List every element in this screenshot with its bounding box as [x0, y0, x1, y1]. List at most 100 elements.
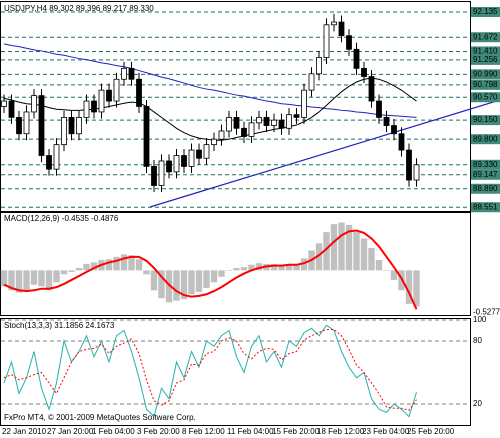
candle-body: [353, 48, 360, 69]
macd-bar: [390, 270, 398, 280]
macd-signal: [3, 229, 418, 310]
tick-label-box: [471, 159, 500, 170]
candle-body: [23, 111, 30, 135]
candle-body: [53, 144, 60, 170]
candle-body: [121, 67, 127, 80]
y-tick-label: 89.330: [473, 160, 498, 169]
candle-body: [158, 160, 165, 186]
stoch-line: [3, 328, 417, 411]
x-tick-label: 11 Feb 04:00: [227, 427, 274, 436]
macd-bar: [285, 264, 293, 271]
macd-bar: [143, 270, 150, 275]
macd-bar: [248, 264, 255, 271]
candle-body: [38, 95, 45, 156]
macd-bar: [113, 256, 120, 271]
y-tick-label: 20: [473, 399, 482, 408]
tick-label-box: [471, 6, 500, 17]
x-tick-label: 3 Feb 20:00: [137, 427, 180, 436]
macd-bar: [278, 265, 285, 271]
candle-body: [323, 24, 330, 58]
macd-bar: [188, 270, 195, 295]
tick-label-box: [471, 32, 500, 43]
candle-body: [301, 89, 307, 118]
candle-body: [188, 149, 195, 167]
y-tick-label: 89.800: [473, 134, 498, 143]
macd-bar: [383, 270, 390, 271]
macd-bar: [68, 270, 75, 272]
y-tick-label: 91.256: [473, 55, 498, 64]
candle-body: [173, 155, 180, 173]
candle-body: [136, 78, 142, 107]
macd-bar: [375, 260, 383, 271]
price-panel-frame: [0, 1, 471, 212]
y-tick-label: 91.672: [473, 32, 498, 41]
x-tick-label: 15 Feb 20:00: [272, 427, 320, 436]
macd-bar: [315, 243, 323, 271]
tick-label-box: [471, 69, 500, 80]
copyright: FxPro MT4, © 2001-2009 MetaQuotes Softwa…: [4, 413, 196, 422]
macd-bar: [180, 270, 188, 300]
candle-body: [91, 100, 97, 113]
macd-bar: [0, 270, 8, 287]
candle-body: [286, 114, 292, 129]
macd-bar: [30, 270, 38, 285]
macd-bar: [128, 255, 135, 271]
candle-body: [128, 67, 135, 80]
tick-label-box: [471, 79, 500, 90]
candle-body: [218, 130, 225, 140]
tick-label-box: [471, 92, 500, 103]
macd-bar: [75, 267, 83, 271]
candle-body: [248, 122, 255, 137]
macd-bar: [173, 270, 180, 301]
candle-body: [233, 116, 240, 129]
candle-body: [263, 116, 270, 126]
candle-body: [391, 125, 397, 135]
macd-bar: [45, 270, 53, 291]
macd-bar: [300, 258, 308, 271]
tick-label-box: [471, 134, 500, 145]
x-tick-label: 23 Feb 04:00: [362, 427, 410, 436]
candle-body: [278, 119, 285, 129]
candle-body: [181, 155, 187, 167]
candle-body: [413, 164, 420, 181]
candle-body: [308, 73, 315, 91]
y-tick-label: 90.570: [473, 92, 498, 101]
x-tick-label: 8 Feb 12:00: [182, 427, 225, 436]
macd-bar: [150, 270, 158, 291]
tick-label-box: [471, 54, 500, 65]
y-tick-label: 88.890: [473, 184, 498, 193]
macd-bar: [53, 270, 60, 283]
macd-bar: [323, 232, 330, 271]
macd-bar: [233, 267, 240, 271]
panel-title: MACD(12,26,9) -0.4535 -0.4876: [4, 214, 119, 223]
trend-line: [149, 99, 500, 208]
moving-average: [3, 43, 417, 118]
x-tick-label: 27 Jan 20:00: [47, 427, 94, 436]
y-tick-label: 88.551: [473, 202, 498, 211]
candle-body: [293, 114, 300, 118]
y-tick-label: 89.147: [473, 170, 498, 179]
macd-bar: [413, 270, 420, 307]
macd-bar: [165, 270, 173, 303]
y-tick-label: 90.990: [473, 69, 498, 78]
candle-body: [106, 89, 112, 102]
tick-label-box: [471, 46, 500, 57]
macd-bar: [158, 270, 165, 299]
macd-bar: [38, 270, 45, 287]
candle-body: [46, 155, 52, 170]
candle-body: [83, 100, 90, 118]
macd-bar: [255, 263, 263, 271]
x-tick-label: 25 Feb 20:00: [407, 427, 455, 436]
candle-body: [331, 21, 337, 26]
macd-bar: [240, 267, 248, 271]
macd-bar: [120, 254, 128, 271]
panel-title: Stoch(13,3,3) 31.1856 24.1673: [4, 321, 115, 330]
candle-body: [271, 119, 277, 126]
y-tick-label: 100: [473, 315, 487, 324]
y-tick-label: 92.135: [473, 7, 498, 16]
candle-body: [31, 95, 37, 113]
macd-bar: [15, 270, 23, 293]
tick-label-box: [471, 202, 500, 213]
macd-panel-frame: [0, 212, 471, 316]
macd-bar: [195, 270, 203, 292]
